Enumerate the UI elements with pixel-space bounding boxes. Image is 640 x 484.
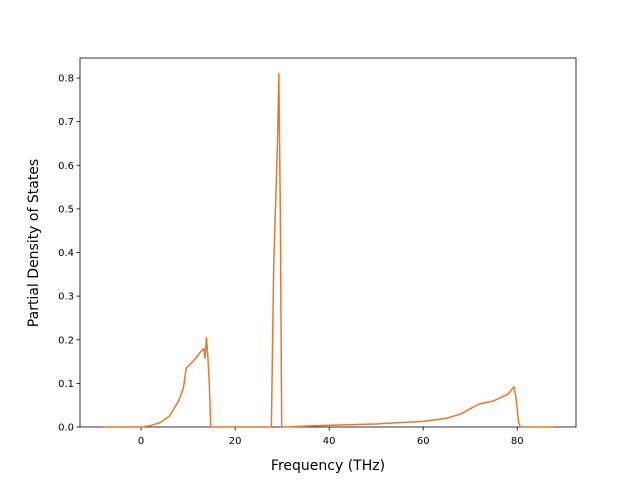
y-tick-label: 0.8 xyxy=(58,74,74,85)
x-axis-label: Frequency (THz) xyxy=(271,458,385,474)
y-tick-label: 0.3 xyxy=(58,292,74,303)
plot-frame xyxy=(79,57,577,428)
y-axis-label: Partial Density of States xyxy=(26,159,42,327)
x-tick-label: 60 xyxy=(417,436,430,447)
x-tick-label: 20 xyxy=(229,436,242,447)
x-tick-label: 40 xyxy=(323,436,336,447)
y-tick-label: 0.2 xyxy=(58,335,74,346)
y-tick-label: 0.6 xyxy=(58,161,74,172)
y-tick-label: 0.5 xyxy=(58,204,74,215)
x-tick-label: 80 xyxy=(511,436,524,447)
x-tick-label: 0 xyxy=(138,436,144,447)
data-line xyxy=(102,72,554,428)
y-tick-label: 0.4 xyxy=(58,248,74,259)
y-tick-label: 0.7 xyxy=(58,117,74,128)
y-tick-label: 0.1 xyxy=(58,379,74,390)
y-tick-label: 0.0 xyxy=(58,423,74,434)
